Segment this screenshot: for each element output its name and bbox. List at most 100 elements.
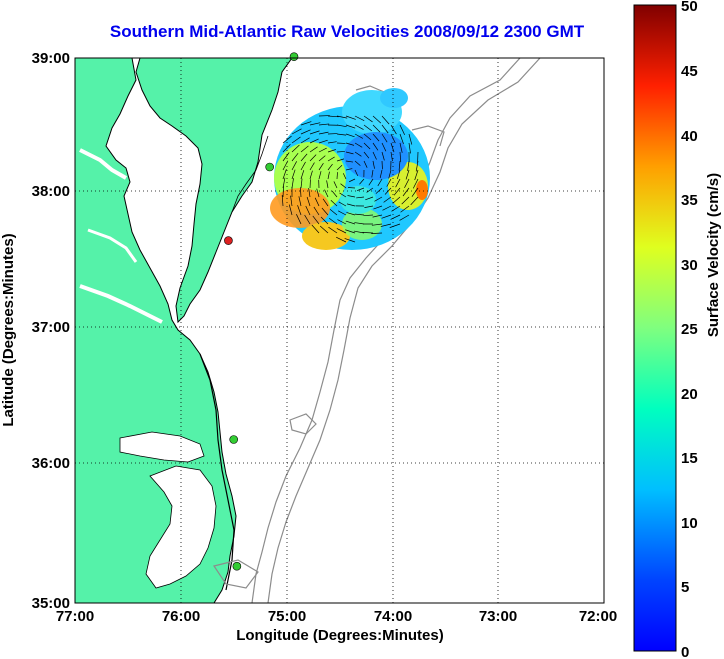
velocity-arrow xyxy=(399,214,410,221)
velocity-arrow xyxy=(405,169,410,180)
velocity-arrow xyxy=(404,178,410,188)
velocity-field xyxy=(270,88,430,250)
velocity-arrow xyxy=(327,115,339,118)
x-axis-label: Longitude (Degrees:Minutes) xyxy=(236,627,444,644)
velocity-arrow xyxy=(316,188,320,198)
velocity-arrow xyxy=(329,209,338,216)
velocity-arrow xyxy=(305,205,311,216)
velocity-arrow xyxy=(336,133,347,136)
velocity-arrow xyxy=(390,214,401,220)
velocity-arrow xyxy=(327,156,335,162)
y-tick-label: 36:00 xyxy=(32,455,70,472)
velocity-arrow xyxy=(336,236,347,243)
velocity-arrow xyxy=(311,224,320,234)
velocity-arrow xyxy=(354,169,359,177)
velocity-arrow xyxy=(364,205,374,208)
velocity-arrow xyxy=(381,151,385,161)
velocity-arrow xyxy=(382,205,392,211)
velocity-arrow xyxy=(338,201,347,207)
velocity-arrow xyxy=(318,171,322,180)
velocity-arrow xyxy=(319,225,329,234)
velocity-arrow xyxy=(300,137,310,144)
bathymetry-contours xyxy=(213,58,541,603)
y-tick-label: 35:00 xyxy=(32,595,70,612)
velocity-arrow xyxy=(372,124,381,133)
outer-banks xyxy=(199,353,235,591)
x-axis: 77:00 76:00 75:00 74:00 73:00 72:00 Long… xyxy=(56,608,617,644)
site-marker xyxy=(224,236,233,245)
velocity-arrow xyxy=(399,124,405,136)
velocity-arrow xyxy=(388,169,392,179)
york-river xyxy=(87,228,138,263)
velocity-arrow xyxy=(297,205,302,216)
x-tick-label: 73:00 xyxy=(479,608,517,625)
x-tick-label: 76:00 xyxy=(162,608,200,625)
velocity-arrow xyxy=(371,232,383,234)
velocity-arrow xyxy=(309,130,320,135)
velocity-arrow xyxy=(282,169,287,180)
x-tick-label: 72:00 xyxy=(579,608,617,625)
velocity-arrow xyxy=(314,197,320,207)
velocity-arrow xyxy=(345,229,356,234)
velocity-arrow xyxy=(306,196,311,207)
velocity-arrow xyxy=(392,196,401,204)
velocity-arrow xyxy=(399,133,404,144)
velocity-arrow xyxy=(354,115,365,122)
velocity-arrow xyxy=(304,214,311,225)
velocity-arrow xyxy=(400,205,410,213)
velocity-arrow xyxy=(345,142,355,146)
y-tick-label: 38:00 xyxy=(32,183,70,200)
velocity-arrow xyxy=(313,206,320,216)
delmarva-peninsula xyxy=(135,58,293,324)
velocity-arrow xyxy=(372,133,380,142)
velocity-arrow xyxy=(288,204,293,216)
velocity-arrow xyxy=(291,161,297,171)
x-tick-label: 77:00 xyxy=(56,608,94,625)
velocity-arrow xyxy=(402,187,410,197)
velocity-arrow xyxy=(291,169,296,180)
velocity-arrow xyxy=(363,142,371,150)
y-tick-label: 37:00 xyxy=(32,319,70,336)
velocity-arrow xyxy=(342,173,347,180)
coastline-detail xyxy=(231,135,269,213)
velocity-arrow xyxy=(309,170,313,180)
velocity-arrow xyxy=(336,115,348,119)
velocity-arrow xyxy=(397,169,401,180)
velocity-arrow xyxy=(318,155,326,162)
velocity-arrow xyxy=(336,164,343,171)
plot-border xyxy=(74,57,605,604)
velocity-arrow xyxy=(322,198,329,207)
x-tick-label: 74:00 xyxy=(374,608,412,625)
velocity-arrow xyxy=(401,196,410,205)
colorbar-tick: 45 xyxy=(681,63,698,80)
colorbar-tick: 10 xyxy=(681,515,698,532)
velocity-arrow xyxy=(344,238,356,243)
velocity-arrow xyxy=(345,124,356,129)
velocity-arrow xyxy=(346,212,356,216)
velocity-arrow xyxy=(363,133,372,141)
velocity-arrow xyxy=(354,133,364,139)
velocity-arrow xyxy=(379,169,383,179)
colorbar: 50 45 40 35 30 25 20 15 10 5 0 Surface V… xyxy=(633,0,722,659)
velocity-arrow xyxy=(281,195,284,207)
velocity-arrow xyxy=(300,170,305,180)
velocity-arrows xyxy=(281,115,419,243)
velocity-arrow xyxy=(372,160,375,169)
colorbar-tick: 20 xyxy=(681,386,698,403)
velocity-arrow xyxy=(390,124,397,135)
velocity-arrow xyxy=(363,115,373,123)
velocity-arrow xyxy=(372,214,383,218)
velocity-arrow xyxy=(363,160,368,168)
velocity-arrow xyxy=(359,178,365,185)
site-marker xyxy=(232,561,242,571)
velocity-arrow xyxy=(363,124,373,132)
velocity-arrow xyxy=(337,210,347,216)
velocity-arrow xyxy=(300,161,306,171)
velocity-arrow xyxy=(372,115,382,124)
velocity-arrow xyxy=(309,122,321,126)
velocity-arrow xyxy=(346,203,356,207)
velocity-arrow xyxy=(321,207,329,216)
colorbar-tick: 35 xyxy=(681,192,698,209)
velocity-arrow xyxy=(333,181,338,189)
